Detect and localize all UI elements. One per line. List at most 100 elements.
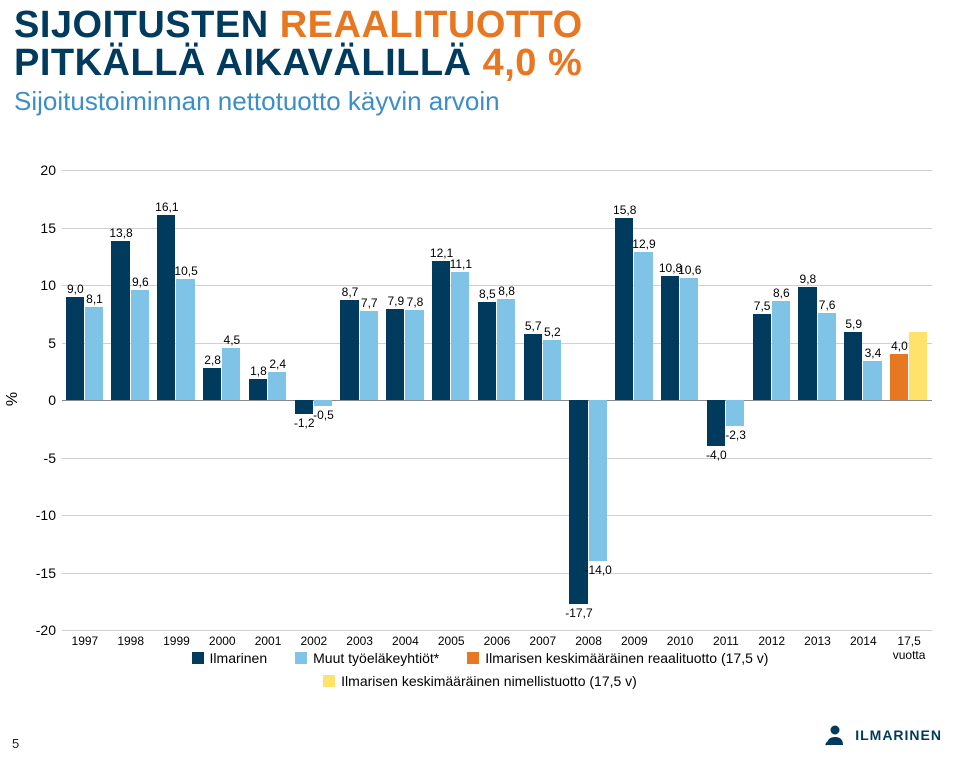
bar-label: 9,8 <box>789 272 826 286</box>
bar-muut <box>589 400 607 561</box>
page-number: 5 <box>12 736 19 751</box>
bar-ilmarinen <box>844 332 862 400</box>
bar-ilmarinen <box>249 379 267 400</box>
x-tick-label: 2010 <box>657 634 703 648</box>
y-tick-label: 0 <box>24 392 56 408</box>
y-tick-label: 5 <box>24 335 56 351</box>
bar-muut <box>131 290 149 400</box>
bar-ilmarinen <box>157 215 175 400</box>
x-tick-label: 2002 <box>291 634 337 648</box>
bar-nimellis <box>909 332 927 400</box>
bar-label: 15,8 <box>606 203 643 217</box>
x-tick-label: 2012 <box>749 634 795 648</box>
y-tick-label: 20 <box>24 162 56 178</box>
legend-swatch <box>192 652 204 664</box>
legend-label: Ilmarinen <box>210 650 268 666</box>
x-tick-label: 2014 <box>840 634 886 648</box>
bar-ilmarinen <box>340 300 358 400</box>
x-tick-label: 2000 <box>199 634 245 648</box>
legend-item: Ilmarinen <box>192 650 268 666</box>
y-tick-label: 10 <box>24 277 56 293</box>
bar-label: 11,1 <box>442 257 479 271</box>
bar-label: 7,8 <box>396 295 433 309</box>
gridline <box>62 630 932 631</box>
title-line-1: SIJOITUSTEN REAALITUOTTO <box>14 6 583 44</box>
x-tick-label: 2011 <box>703 634 749 648</box>
bar-ilmarinen <box>524 334 542 400</box>
title2-part-a: PITKÄLLÄ AIKAVÄLILLÄ <box>14 42 483 84</box>
legend-label: Ilmarisen keskimääräinen nimellistuotto … <box>341 673 637 689</box>
bar-label: -14,0 <box>580 563 617 577</box>
x-tick-label: 2005 <box>428 634 474 648</box>
bar-label: 16,1 <box>148 200 185 214</box>
title2-part-b: 4,0 % <box>483 42 583 84</box>
bar-label: 13,8 <box>102 226 139 240</box>
zero-line <box>62 400 932 401</box>
bar-muut <box>314 400 332 406</box>
bar-label: 9,6 <box>122 275 159 289</box>
y-tick-label: 15 <box>24 220 56 236</box>
title-line-2: PITKÄLLÄ AIKAVÄLILLÄ 4,0 % <box>14 44 583 82</box>
bar-muut <box>497 299 515 400</box>
bar-ilmarinen <box>386 309 404 400</box>
y-axis-label: % <box>4 392 22 406</box>
y-tick-label: -10 <box>24 507 56 523</box>
x-tick-label: 1998 <box>108 634 154 648</box>
legend-swatch <box>467 652 479 664</box>
gridline <box>62 458 932 459</box>
x-tick-label: 2004 <box>383 634 429 648</box>
bar-label: -2,3 <box>717 428 754 442</box>
bar-label: 8,1 <box>76 292 113 306</box>
bar-ilmarinen <box>478 302 496 400</box>
subtitle: Sijoitustoiminnan nettotuotto käyvin arv… <box>14 86 583 117</box>
bar-muut <box>634 252 652 400</box>
legend-label: Ilmarisen keskimääräinen reaalituotto (1… <box>485 650 768 666</box>
bar-muut <box>360 311 378 400</box>
bar-label: 5,2 <box>534 325 571 339</box>
legend-item: Ilmarisen keskimääräinen nimellistuotto … <box>323 673 637 689</box>
bar-ilmarinen <box>203 368 221 400</box>
bar-label: -17,7 <box>560 606 597 620</box>
bar-label: 12,9 <box>625 237 662 251</box>
legend-label: Muut työeläkeyhtiöt* <box>313 650 439 666</box>
bar-muut <box>543 340 561 400</box>
legend: Ilmarinen Muut työeläkeyhtiöt* Ilmarisen k… <box>0 650 960 690</box>
bar-label: -0,5 <box>305 408 342 422</box>
legend-item: Muut työeläkeyhtiöt* <box>295 650 439 666</box>
x-tick-label: 2007 <box>520 634 566 648</box>
legend-item: Ilmarisen keskimääräinen reaalituotto (1… <box>467 650 768 666</box>
bar-muut <box>222 348 240 400</box>
bar-label: 7,6 <box>809 298 846 312</box>
legend-swatch <box>295 652 307 664</box>
y-tick-label: -15 <box>24 565 56 581</box>
title-block: SIJOITUSTEN REAALITUOTTO PITKÄLLÄ AIKAVÄ… <box>14 6 583 117</box>
gridline <box>62 573 932 574</box>
bar-reaali <box>890 354 908 400</box>
title-part-b: REAALITUOTTO <box>280 4 583 46</box>
y-tick-label: -5 <box>24 450 56 466</box>
x-tick-label: 2006 <box>474 634 520 648</box>
bar-label: -4,0 <box>698 448 735 462</box>
y-tick-label: -20 <box>24 622 56 638</box>
bar-ilmarinen <box>66 297 84 401</box>
bar-label: 5,9 <box>835 317 872 331</box>
bar-label: 10,6 <box>671 263 708 277</box>
bar-muut <box>176 279 194 400</box>
chart: 20151050-5-10-15-209,08,1199713,89,61998… <box>62 170 932 630</box>
gridline <box>62 170 932 171</box>
bar-label: 4,5 <box>213 333 250 347</box>
bar-muut <box>85 307 103 400</box>
bar-ilmarinen <box>661 276 679 400</box>
x-tick-label: 2001 <box>245 634 291 648</box>
bar-label: 8,8 <box>488 284 525 298</box>
bar-ilmarinen <box>111 241 129 400</box>
gridline <box>62 515 932 516</box>
gridline <box>62 228 932 229</box>
x-tick-label: 2003 <box>337 634 383 648</box>
x-tick-label: 2008 <box>566 634 612 648</box>
bar-ilmarinen <box>432 261 450 400</box>
bar-muut <box>726 400 744 426</box>
bar-muut <box>680 278 698 400</box>
legend-swatch <box>323 675 335 687</box>
x-tick-label: 1999 <box>154 634 200 648</box>
